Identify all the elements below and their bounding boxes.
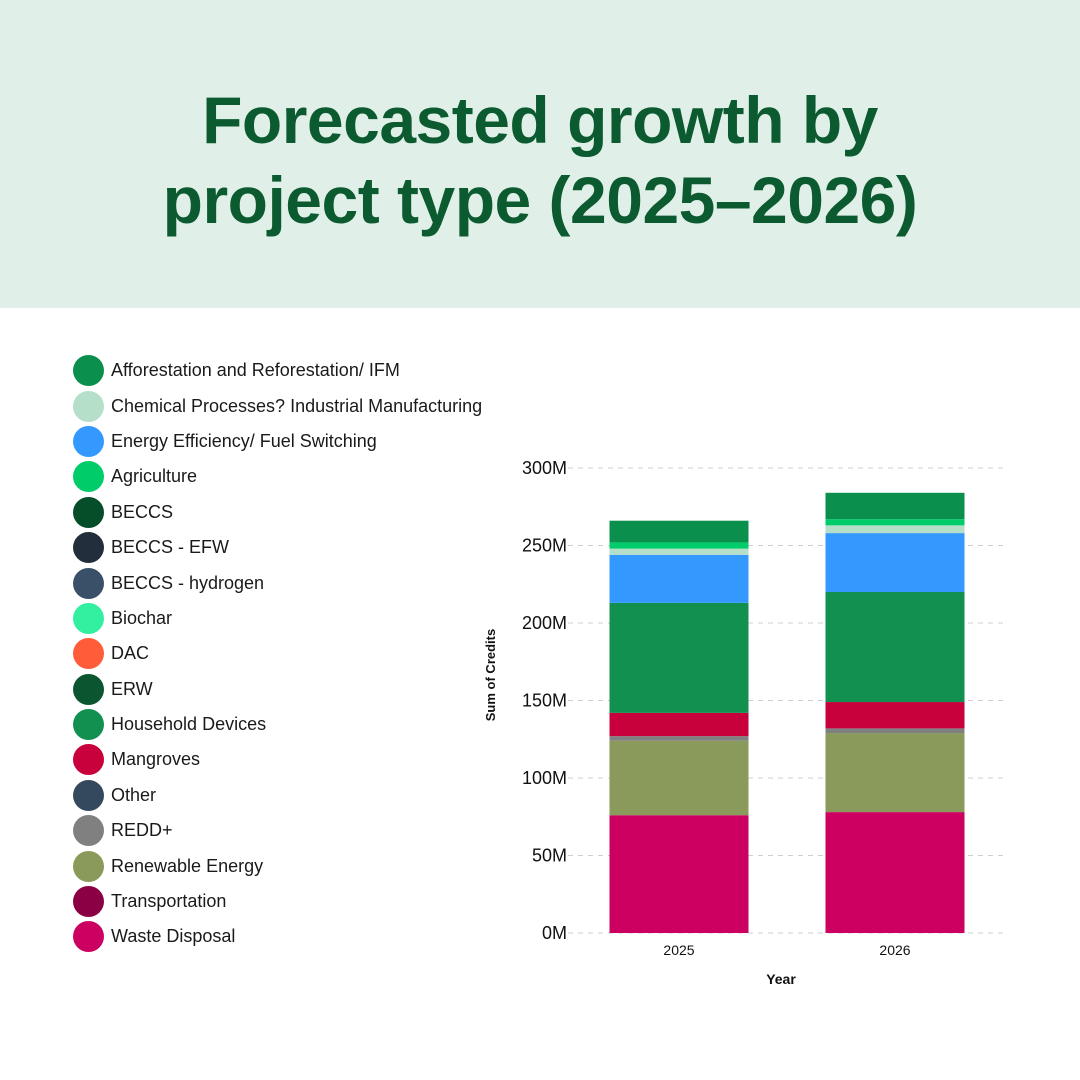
legend-item: BECCS - EFW xyxy=(73,530,533,565)
y-tick-label: 200M xyxy=(522,613,567,633)
legend-item: Chemical Processes? Industrial Manufactu… xyxy=(73,388,533,423)
chart-legend: Afforestation and Reforestation/ IFM Chem… xyxy=(73,353,533,955)
bar-segment xyxy=(609,740,749,816)
bar-segment xyxy=(825,525,965,534)
legend-item: Waste Disposal xyxy=(73,919,533,954)
legend-label: Mangroves xyxy=(111,749,201,770)
legend-label: Chemical Processes? Industrial Manufactu… xyxy=(111,395,483,416)
legend-swatch xyxy=(73,850,104,882)
legend-swatch xyxy=(73,355,104,387)
legend-swatch xyxy=(73,673,104,705)
bar-segment xyxy=(825,733,965,813)
x-tick-label: 2026 xyxy=(879,942,910,958)
page-title: Forecasted growth by project type (2025–… xyxy=(0,80,1080,240)
y-axis-title: Sum of Credits xyxy=(483,629,498,721)
legend-label: Renewable Energy xyxy=(111,855,264,876)
legend-swatch xyxy=(73,425,104,457)
title-line-2: project type (2025–2026) xyxy=(162,163,918,237)
legend-item: Energy Efficiency/ Fuel Switching xyxy=(73,424,533,459)
legend-swatch xyxy=(73,886,104,918)
legend-label: Agriculture xyxy=(111,466,198,487)
bar-segment xyxy=(609,548,749,555)
legend-swatch xyxy=(73,744,104,776)
legend-item: DAC xyxy=(73,636,533,671)
legend-swatch xyxy=(73,602,104,634)
y-tick-label: 300M xyxy=(522,458,567,478)
legend-swatch xyxy=(73,638,104,670)
y-tick-label: 100M xyxy=(522,768,567,788)
legend-swatch xyxy=(73,532,104,564)
header-band xyxy=(0,0,1080,308)
bar-segment xyxy=(609,712,749,737)
bar-segment xyxy=(609,602,749,713)
legend-item: Renewable Energy xyxy=(73,848,533,883)
legend-item: REDD+ xyxy=(73,813,533,848)
legend-label: BECCS - hydrogen xyxy=(111,572,265,593)
legend-label: BECCS - EFW xyxy=(111,537,230,558)
legend-swatch xyxy=(73,815,104,847)
legend-label: Transportation xyxy=(111,891,227,912)
legend-label: Other xyxy=(111,784,157,805)
legend-item: Other xyxy=(73,778,533,813)
y-tick-label: 250M xyxy=(522,536,567,556)
legend-label: Afforestation and Reforestation/ IFM xyxy=(111,360,400,381)
bar-segment xyxy=(609,736,749,741)
legend-swatch xyxy=(73,709,104,741)
legend-item: Transportation xyxy=(73,884,533,919)
legend-label: REDD+ xyxy=(111,820,173,841)
title-line-1: Forecasted growth by xyxy=(202,83,878,157)
y-tick-label: 50M xyxy=(532,846,567,866)
legend-label: Waste Disposal xyxy=(111,926,236,947)
bar-segment xyxy=(609,520,749,543)
legend-swatch xyxy=(73,921,104,953)
legend-label: BECCS xyxy=(111,501,174,522)
legend-label: DAC xyxy=(111,643,150,664)
legend-swatch xyxy=(73,390,104,422)
legend-swatch xyxy=(73,779,104,811)
bar-segment xyxy=(609,542,749,549)
bar-segment xyxy=(825,812,965,933)
bar-segment xyxy=(825,728,965,734)
legend-swatch xyxy=(73,496,104,528)
legend-item: Agriculture xyxy=(73,459,533,494)
legend-label: Energy Efficiency/ Fuel Switching xyxy=(111,430,377,451)
legend-item: ERW xyxy=(73,672,533,707)
legend-item: Mangroves xyxy=(73,742,533,777)
bar-segment xyxy=(825,592,965,703)
bar-segment xyxy=(825,702,965,729)
legend-swatch xyxy=(73,567,104,599)
legend-label: Biochar xyxy=(111,607,173,628)
y-tick-label: 150M xyxy=(522,691,567,711)
legend-item: Biochar xyxy=(73,601,533,636)
legend-item: Afforestation and Reforestation/ IFM xyxy=(73,353,533,388)
legend-item: BECCS - hydrogen xyxy=(73,565,533,600)
legend-label: Household Devices xyxy=(111,714,267,735)
x-axis-title: Year xyxy=(766,971,796,987)
y-tick-label: 0M xyxy=(542,923,567,943)
bar-segment xyxy=(825,492,965,520)
legend-label: ERW xyxy=(111,678,153,699)
legend-swatch xyxy=(73,461,104,493)
x-tick-label: 2025 xyxy=(663,942,694,958)
bar-segment xyxy=(609,815,749,933)
bar-segment xyxy=(825,533,965,592)
bar-segment xyxy=(609,554,749,603)
bar-segment xyxy=(825,519,965,526)
legend-item: Household Devices xyxy=(73,707,533,742)
legend-item: BECCS xyxy=(73,495,533,530)
